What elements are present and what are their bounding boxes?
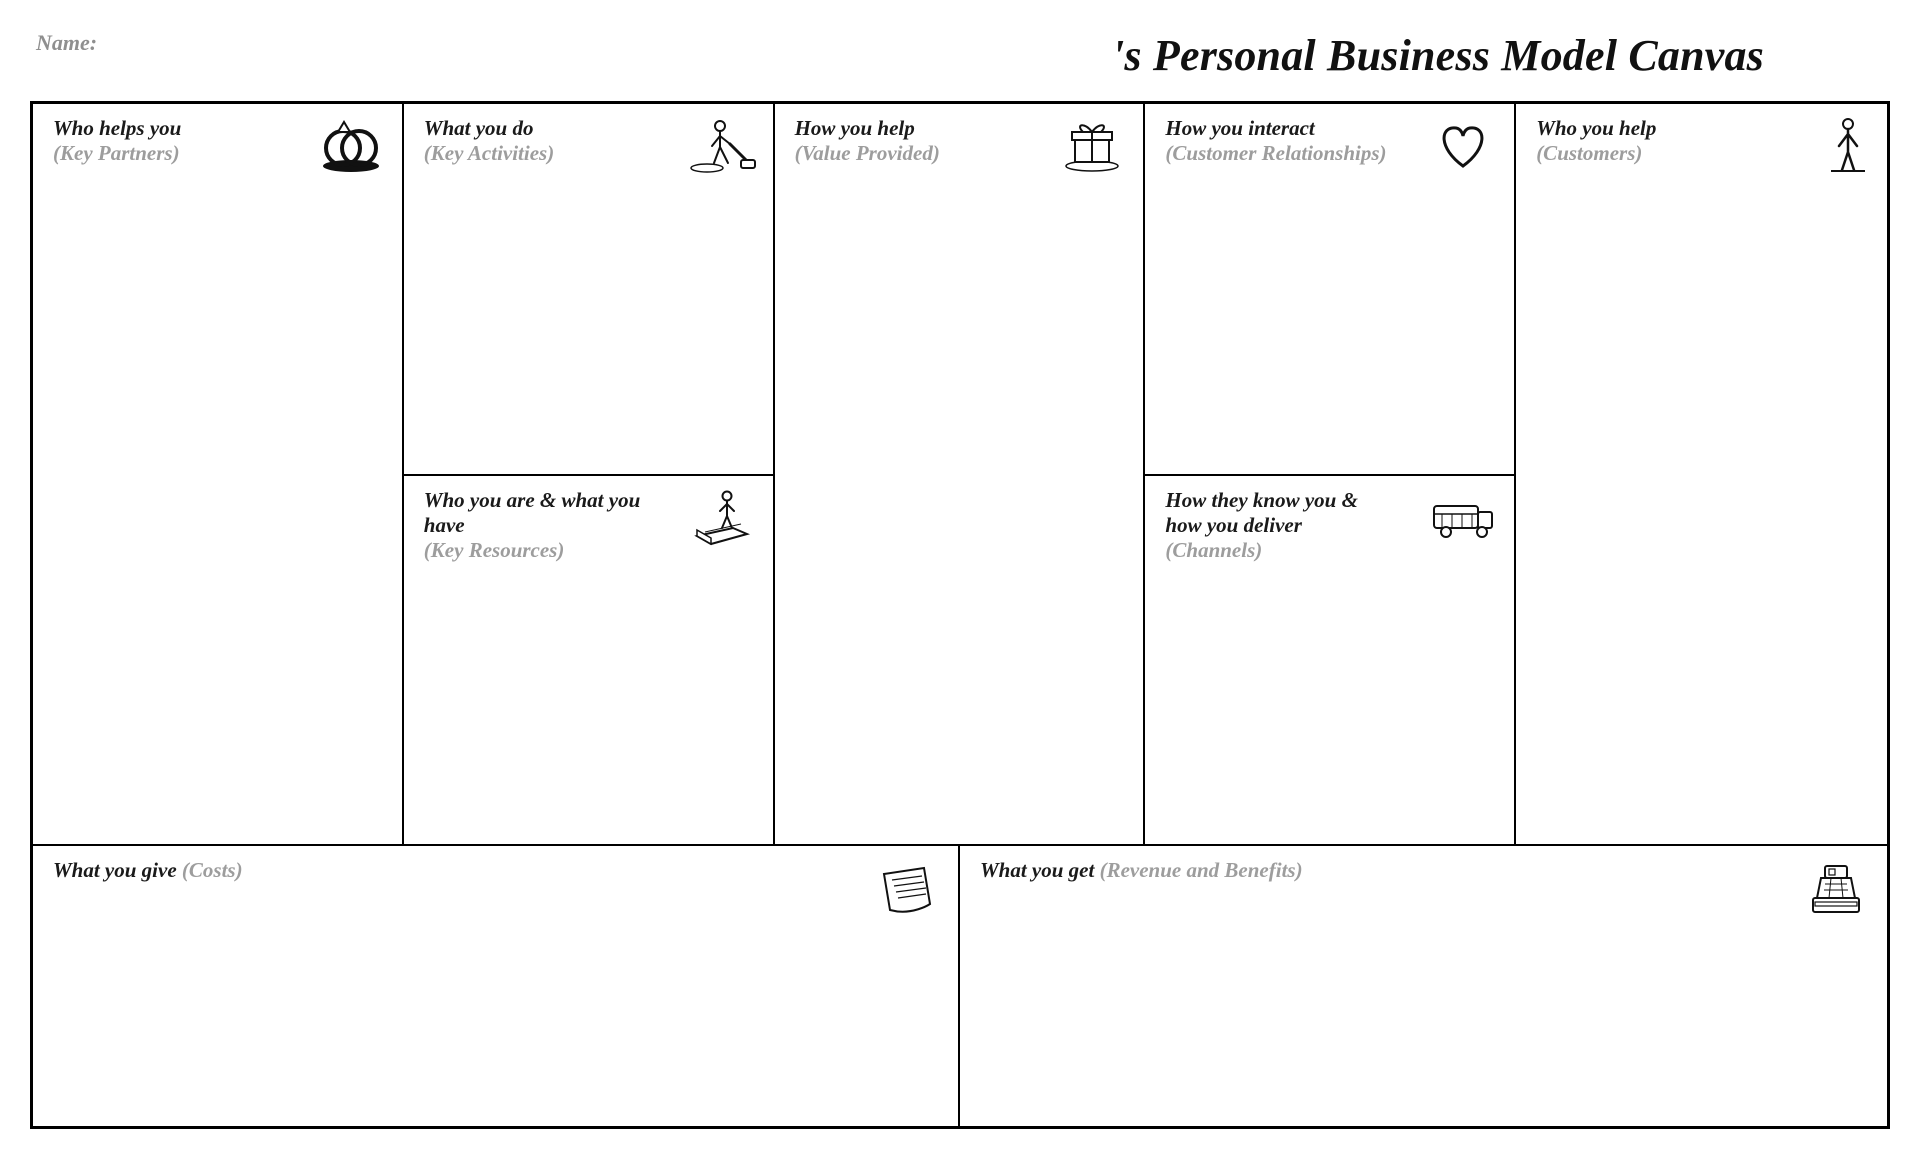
canvas-frame: Who helps you (Key Partners) <box>30 101 1890 1129</box>
cell-revenue: What you get (Revenue and Benefits) <box>960 846 1887 1126</box>
worker-icon <box>687 116 757 174</box>
ka-subtitle: (Key Activities) <box>424 141 554 166</box>
ka-title: What you do <box>424 116 554 141</box>
rings-icon <box>316 116 386 174</box>
canvas-page: Name: 's Personal Business Model Canvas … <box>0 0 1920 1152</box>
costs-title: What you give <box>53 858 177 882</box>
truck-icon <box>1428 488 1498 546</box>
kr-title: Who you are & what you have <box>424 488 679 538</box>
kp-subtitle: (Key Partners) <box>53 141 181 166</box>
gift-icon <box>1057 116 1127 174</box>
heart-icon <box>1428 116 1498 174</box>
costs-subtitle: (Costs) <box>182 858 243 882</box>
name-label: Name: <box>36 30 97 56</box>
cell-customer-relationships: How you interact (Customer Relationships… <box>1145 104 1516 474</box>
ch-subtitle: (Channels) <box>1165 538 1262 562</box>
cs-title: Who you help <box>1536 116 1656 141</box>
cell-value-provided: How you help (Value Provided) <box>775 104 1146 844</box>
header-row: Name: 's Personal Business Model Canvas <box>30 30 1890 81</box>
cell-key-partners: Who helps you (Key Partners) <box>33 104 404 844</box>
cell-customers: Who you help (Customers) <box>1516 104 1887 844</box>
cell-key-activities: What you do (Key Activities) <box>404 104 775 474</box>
vp-subtitle: (Value Provided) <box>795 141 940 166</box>
main-title: 's Personal Business Model Canvas <box>1112 30 1764 81</box>
cell-channels: How they know you & how you deliver (Cha… <box>1145 474 1516 844</box>
canvas-bottom-grid: What you give (Costs) <box>33 846 1887 1126</box>
cell-costs: What you give (Costs) <box>33 846 960 1126</box>
canvas-top-grid: Who helps you (Key Partners) <box>33 104 1887 846</box>
ch-title: How they know you & how you deliver <box>1165 488 1358 537</box>
kp-title: Who helps you <box>53 116 181 141</box>
kr-subtitle: (Key Resources) <box>424 538 679 563</box>
vp-title: How you help <box>795 116 940 141</box>
revenue-title: What you get <box>980 858 1094 882</box>
standing-person-icon <box>1825 116 1871 174</box>
person-box-icon <box>687 488 757 546</box>
revenue-subtitle: (Revenue and Benefits) <box>1100 858 1303 882</box>
cr-title: How you interact <box>1165 116 1386 141</box>
cell-key-resources: Who you are & what you have (Key Resourc… <box>404 474 775 844</box>
cr-subtitle: (Customer Relationships) <box>1165 141 1386 166</box>
paper-icon <box>872 860 942 918</box>
cash-register-icon <box>1801 860 1871 918</box>
cs-subtitle: (Customers) <box>1536 141 1656 166</box>
